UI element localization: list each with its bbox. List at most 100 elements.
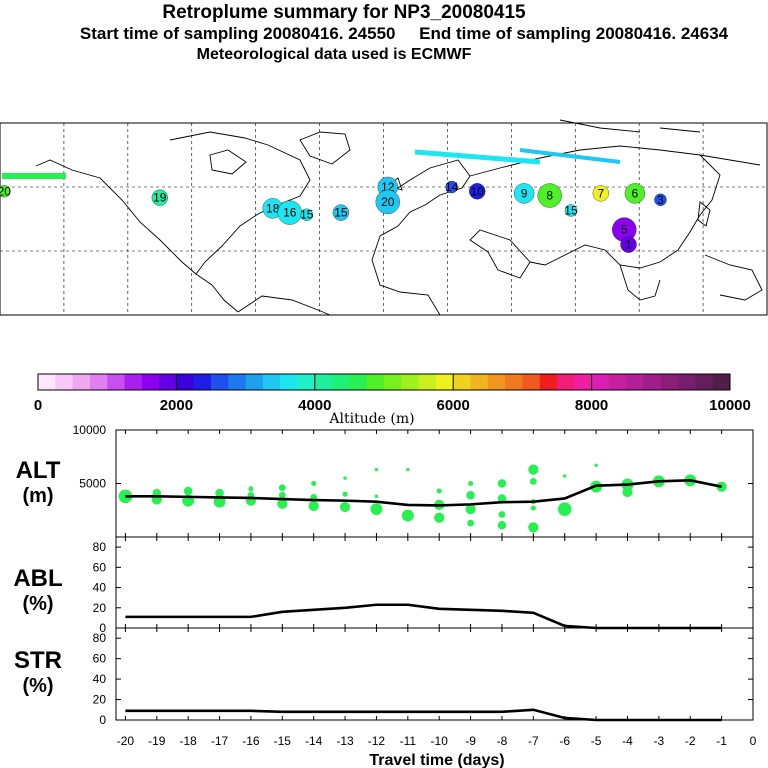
- alt-scatter-point: [528, 522, 539, 533]
- plume-cluster: [564, 204, 578, 217]
- colorbar-cell: [332, 374, 350, 390]
- x-tick-label: -16: [242, 734, 260, 748]
- x-tick-label: -18: [180, 734, 198, 748]
- colorbar-cell: [55, 374, 73, 390]
- plume-cluster: [654, 193, 667, 206]
- cluster-label: 10: [471, 184, 485, 198]
- colorbar-cell: [280, 374, 298, 390]
- x-tick-label: -14: [305, 734, 323, 748]
- colorbar-cell: [141, 374, 160, 390]
- abl-panel: 0 20 40 60 80: [93, 536, 754, 635]
- plume-cluster: [624, 183, 646, 204]
- colorbar-cell: [418, 374, 437, 390]
- cluster-label: 20: [381, 195, 395, 209]
- cluster-label: 14: [445, 180, 459, 194]
- map-graticule: [0, 123, 768, 315]
- colorbar-cell: [487, 374, 506, 390]
- str-panel: 0 20 40 60 80: [93, 627, 754, 727]
- alt-scatter-point: [308, 500, 319, 512]
- alt-panel: 5000 10000: [73, 423, 754, 538]
- alt-scatter-point: [215, 488, 224, 498]
- str-panel-frame: [115, 627, 754, 721]
- alt-scatter-point: [497, 494, 507, 503]
- colorbar-cell: [124, 374, 143, 390]
- asia-coast: [469, 145, 761, 269]
- abl-y-tick-label: 40: [93, 581, 107, 595]
- cluster-label: 15: [334, 206, 348, 220]
- alt-y-tick-label: 5000: [79, 477, 106, 491]
- cluster-label: 18: [266, 201, 280, 215]
- colorbar-cell: [38, 374, 56, 390]
- colorbar-cell: [297, 374, 316, 390]
- alt-median-line: [125, 478, 722, 507]
- abl-y-tick-label: 0: [99, 621, 106, 635]
- alt-panel-unit: (m): [22, 485, 53, 507]
- islands-coast: [704, 254, 763, 301]
- abl-panel-frame: [115, 536, 754, 629]
- x-tick-label: -20: [117, 734, 135, 748]
- plume-cluster: [469, 183, 486, 200]
- abl-y-tick-label: 60: [93, 560, 107, 574]
- x-tick-label: -12: [368, 734, 386, 748]
- cluster-label: 15: [564, 203, 578, 217]
- plume-cluster: [151, 189, 168, 206]
- plume-cluster: [0, 185, 11, 198]
- colorbar-cell: [557, 374, 575, 390]
- end-time: End time of sampling 20080416. 24634: [419, 24, 729, 43]
- alt-scatter-point: [529, 477, 537, 485]
- alt-scatter-point: [468, 480, 474, 487]
- str-panel-unit: (%): [22, 675, 53, 697]
- colorbar-cell: [193, 374, 212, 390]
- alt-scatter-point: [497, 520, 507, 530]
- cluster-label: 15: [300, 208, 314, 222]
- abl-panel-label: ABL: [13, 565, 62, 592]
- x-tick-label: -2: [685, 734, 696, 748]
- colorbar-tick-label: 0: [34, 397, 42, 414]
- colorbar-cell: [72, 374, 91, 390]
- colorbar-cells: [38, 374, 731, 390]
- colorbar-cell: [262, 374, 281, 390]
- colorbar-label: Altitude (m): [328, 411, 414, 427]
- alt-panel-label: ALT: [16, 457, 61, 484]
- alt-scatter-point: [278, 484, 286, 492]
- alt-scatter-point: [528, 464, 539, 475]
- str-panel-label: STR: [14, 647, 62, 674]
- colorbar-cell: [505, 374, 523, 390]
- colorbar-tick-label: 6000: [437, 397, 470, 414]
- abl-panel-unit: (%): [22, 593, 53, 615]
- colorbar-cell: [314, 374, 333, 390]
- x-tick-label: -5: [591, 734, 602, 748]
- alt-scatter-point: [622, 486, 633, 498]
- cluster-label: 9: [521, 186, 528, 200]
- alt-scatter-point: [530, 505, 536, 511]
- colorbar-cell: [539, 374, 558, 390]
- alt-scatter-point: [339, 501, 351, 513]
- hudson-bay: [209, 149, 247, 175]
- colorbar-cell: [574, 374, 592, 390]
- colorbar-cell: [366, 374, 385, 390]
- alt-scatter-point: [248, 486, 254, 492]
- x-tick-label: -13: [336, 734, 354, 748]
- cluster-label: 8: [546, 189, 553, 203]
- colorbar-cell: [660, 374, 679, 390]
- alt-scatter-point: [557, 502, 572, 516]
- colorbar-ticks: 0 2000 4000 6000 8000 10000: [34, 374, 751, 414]
- str-y-tick-label: 40: [93, 672, 107, 686]
- x-tick-label: -17: [211, 734, 229, 748]
- colorbar-cell: [176, 374, 195, 390]
- alt-scatter-point: [118, 489, 133, 504]
- cluster-label: 16: [283, 206, 297, 220]
- colorbar: 0 2000 4000 6000 8000 10000 Altitude (m): [34, 373, 751, 427]
- colorbar-cell: [107, 374, 125, 390]
- x-axis-label: Travel time (days): [369, 752, 504, 768]
- x-tick-label: -1: [716, 734, 727, 748]
- sampling-times: Start time of sampling 20080416. 24550 E…: [20, 24, 768, 44]
- plume-cluster: [332, 204, 350, 221]
- alt-scatter-point: [342, 491, 348, 497]
- abl-line: [125, 603, 722, 630]
- japan-coast: [697, 201, 711, 227]
- colorbar-tick-label: 2000: [160, 397, 193, 414]
